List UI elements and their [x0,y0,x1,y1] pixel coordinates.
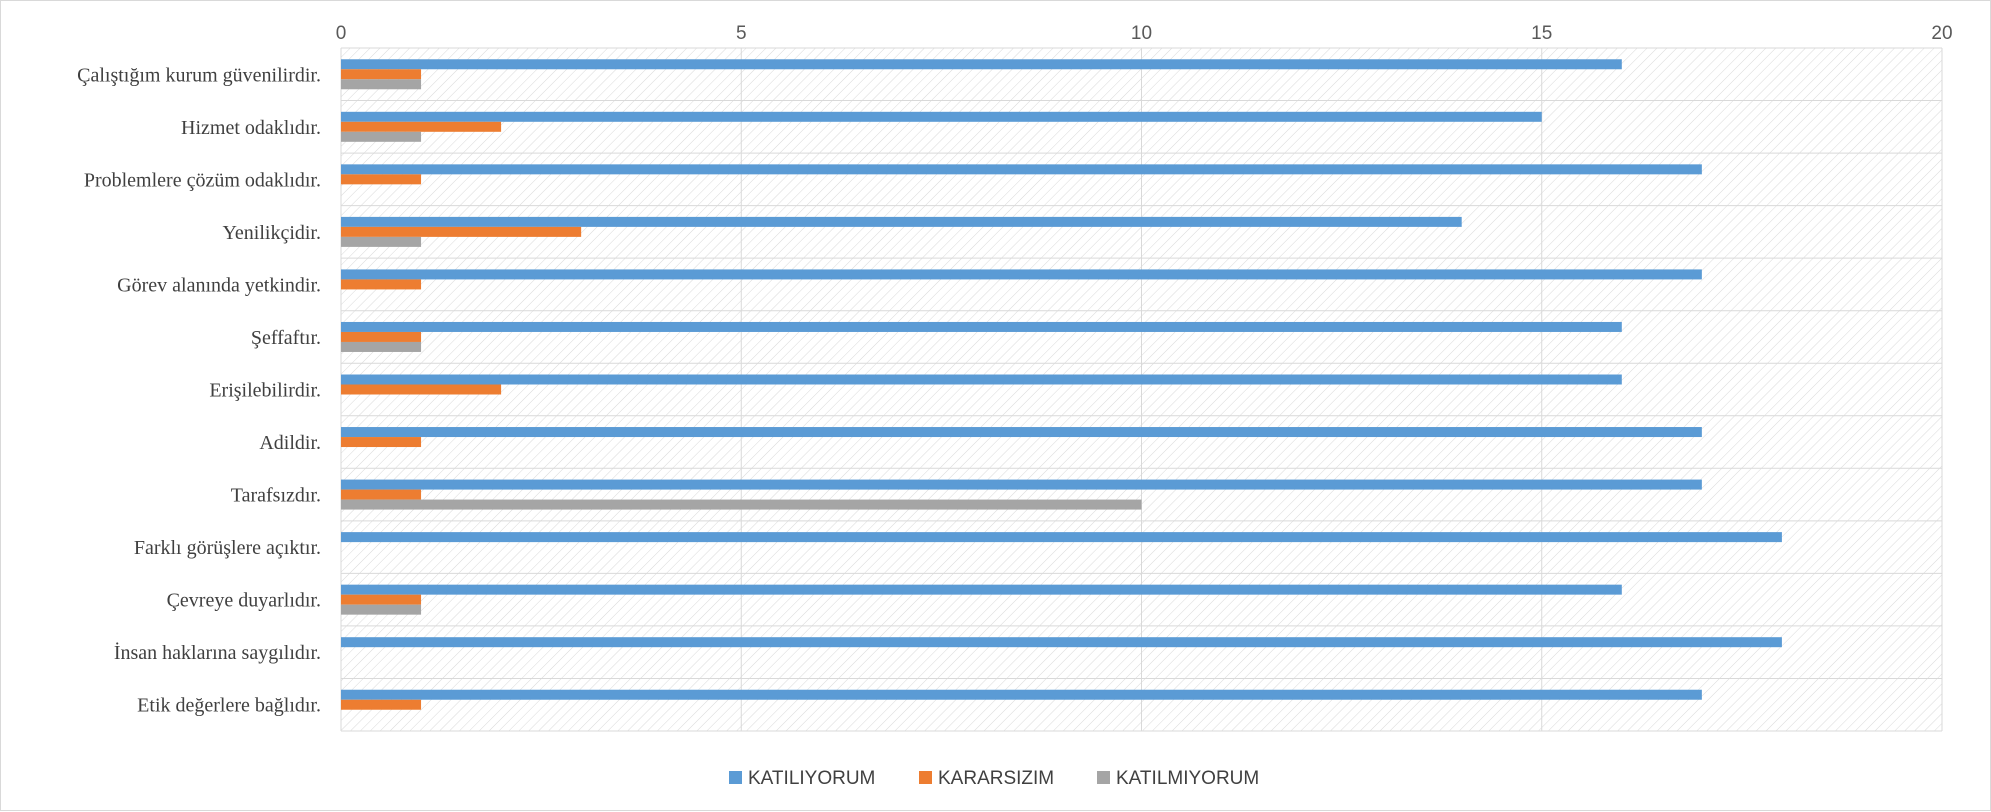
bar-katiliyorum [341,427,1702,438]
bar-katiliyorum [341,216,1462,227]
category-label: İnsan haklarına saygılıdır. [114,641,321,664]
bar-katiliyorum [341,164,1702,175]
category-label: Hizmet odaklıdır. [181,117,321,139]
legend-swatch [729,771,742,784]
bar-kararsizim [341,699,422,710]
category-label: Çalıştığım kurum güvenilirdir. [77,64,321,86]
bar-katiliyorum [341,321,1622,332]
x-tick-label: 20 [1931,23,1952,44]
bar-kararsizim [341,489,422,500]
bar-katiliyorum [341,689,1702,700]
bar-katiliyorum [341,269,1702,280]
category-label: Yenilikçidir. [222,222,321,244]
legend-label: KATILMIYORUM [1116,768,1259,789]
category-label: Farklı görüşlere açıktır. [134,537,321,559]
x-tick-label: 10 [1131,23,1152,44]
gridlines [340,47,1943,732]
x-tick-label: 15 [1531,23,1552,44]
x-tick-label: 0 [336,23,347,44]
x-axis: 0 5 10 15 20 [336,23,1953,44]
bar-katiliyorum [341,532,1782,543]
category-label: Çevreye duyarlıdır. [167,590,321,612]
legend-swatch [919,771,932,784]
bar-kararsizim [341,437,422,448]
bar-kararsizim [341,226,582,237]
legend: KATILIYORUM KARARSIZIM KATILMIYORUM [729,768,1259,789]
bar-katilmiyorum [341,604,422,615]
category-label: Şeffaftır. [251,327,321,349]
category-label: Adildir. [259,432,321,454]
bar-katilmiyorum [341,79,422,90]
legend-swatch [1097,771,1110,784]
bar-katilmiyorum [341,131,422,142]
bar-katiliyorum [341,479,1702,490]
category-label: Etik değerlere bağlıdır. [137,695,321,717]
bar-katilmiyorum [341,341,422,352]
bar-kararsizim [341,69,422,80]
category-label: Tarafsızdır. [231,485,321,507]
bar-katilmiyorum [341,236,422,247]
category-label: Problemlere çözüm odaklıdır. [84,169,321,191]
bars [341,59,1782,710]
bar-katiliyorum [341,584,1622,595]
bar-kararsizim [341,121,502,132]
bar-katilmiyorum [341,499,1142,510]
legend-label: KARARSIZIM [938,768,1054,789]
bar-kararsizim [341,174,422,185]
bar-katiliyorum [341,59,1622,70]
bar-kararsizim [341,384,502,395]
bar-kararsizim [341,331,422,342]
category-label: Erişilebilirdir. [209,380,321,402]
x-tick-label: 5 [736,23,747,44]
bar-katiliyorum [341,637,1782,648]
bar-katiliyorum [341,374,1622,385]
bar-katiliyorum [341,111,1542,122]
bar-kararsizim [341,594,422,605]
category-label: Görev alanında yetkindir. [117,274,321,296]
bar-kararsizim [341,279,422,290]
y-axis: Çalıştığım kurum güvenilirdir. Hizmet oda… [77,64,321,716]
legend-label: KATILIYORUM [748,768,875,789]
